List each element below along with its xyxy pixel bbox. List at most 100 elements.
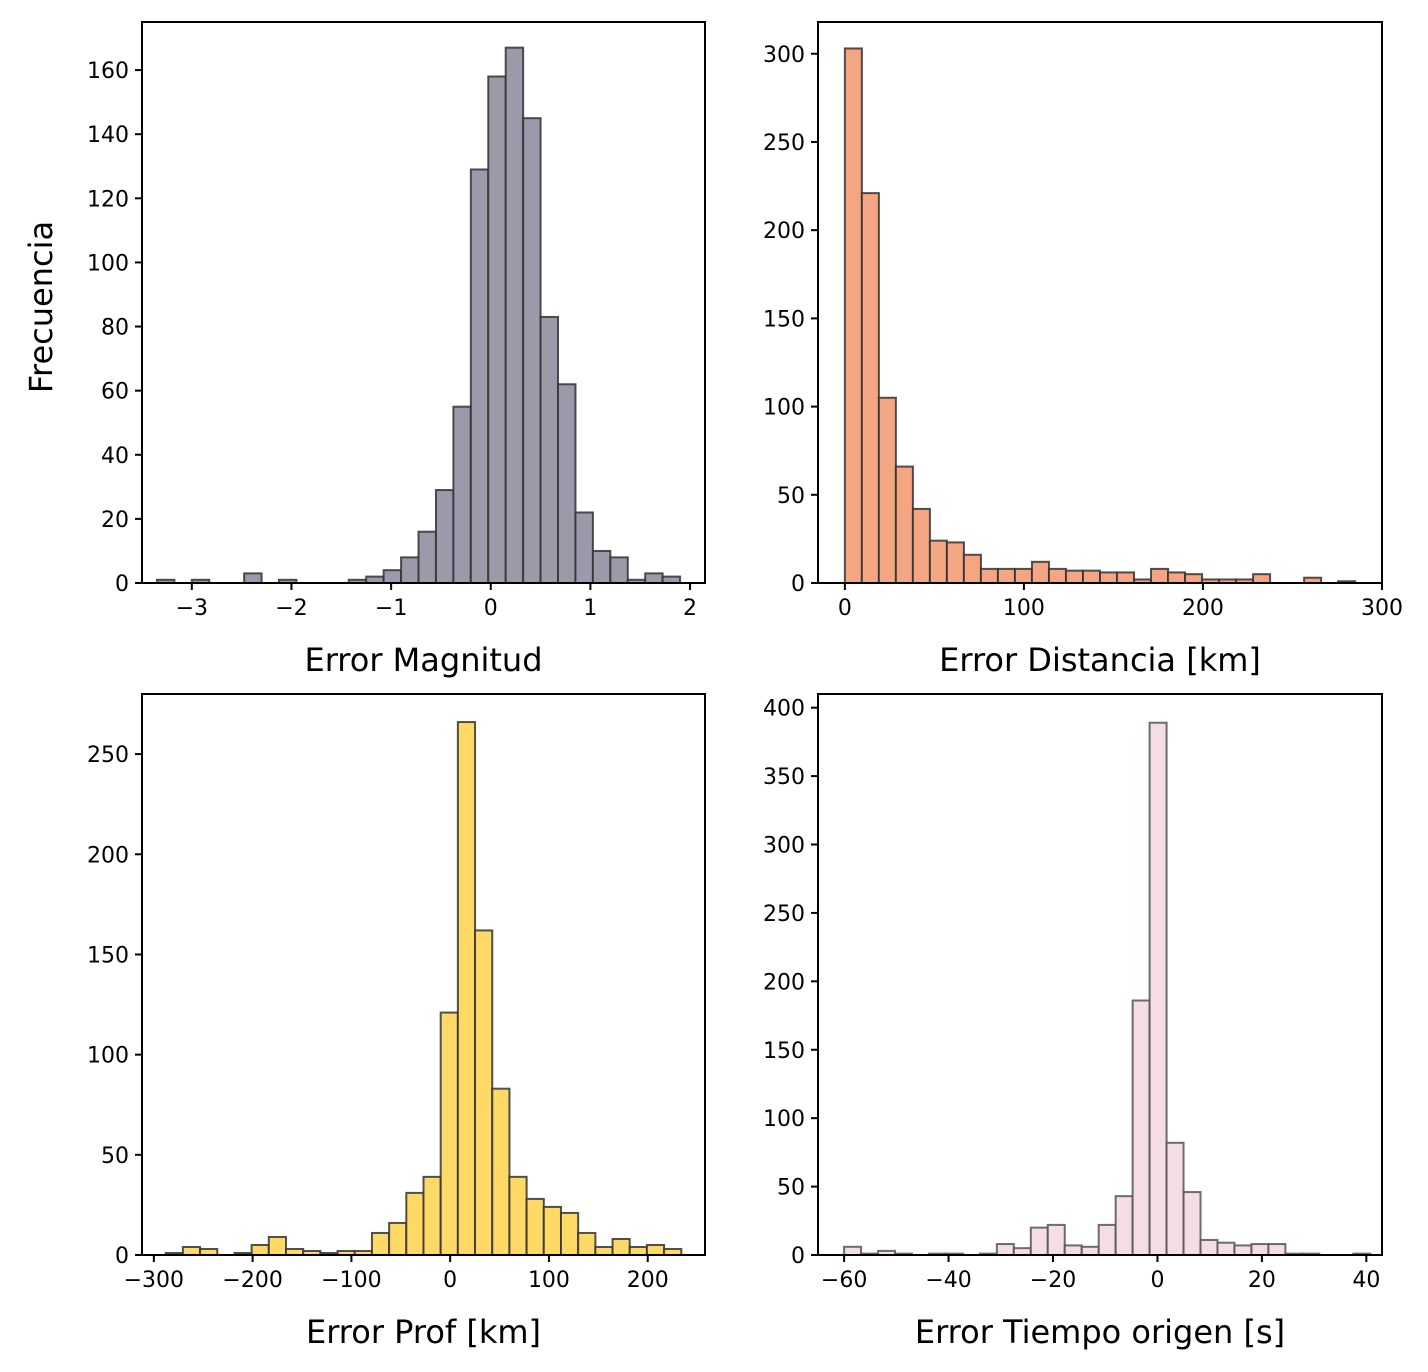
bar-distancia-6 — [945, 541, 965, 584]
xtick-label: −300 — [124, 1268, 184, 1293]
ytick-label: 60 — [101, 380, 129, 405]
xtick-label: 100 — [1003, 596, 1045, 621]
bar-tiempo-9 — [995, 1243, 1015, 1257]
xtick-label: 0 — [443, 1268, 457, 1293]
panel-tiempo: −60 −40 −20 0 20 40 050100150200250300350400 … — [763, 693, 1383, 1351]
bar-distancia-13 — [1064, 569, 1084, 585]
xticks-tiempo: −60 −40 −20 0 20 40 — [821, 1255, 1380, 1293]
xtick-label: 2 — [683, 596, 697, 621]
ytick-label: 0 — [791, 572, 805, 597]
xtick-label: −20 — [1030, 1268, 1076, 1293]
bar-prof-25 — [594, 1245, 614, 1256]
bar-prof-15 — [422, 1175, 442, 1256]
ytick-label: 50 — [777, 484, 805, 509]
bar-magnitud-24 — [574, 511, 594, 584]
bar-tiempo-22 — [1216, 1241, 1236, 1256]
xtick-label: 20 — [1248, 1268, 1276, 1293]
plot-frame-prof — [141, 693, 706, 1256]
bar-magnitud-13 — [382, 569, 403, 584]
bar-distancia-10 — [1013, 567, 1033, 585]
bar-distancia-19 — [1167, 571, 1187, 584]
xticks-prof: −300 −200 −100 0 100 200 — [124, 1255, 669, 1293]
bar-prof-24 — [577, 1231, 597, 1256]
xtick-label: 40 — [1352, 1268, 1380, 1293]
ytick-label: 100 — [763, 1107, 805, 1132]
bar-tiempo-25 — [1267, 1243, 1287, 1257]
xtick-label: 0 — [838, 596, 852, 621]
bar-prof-22 — [542, 1205, 562, 1257]
ytick-label: 40 — [101, 444, 129, 469]
bar-magnitud-26 — [609, 556, 629, 584]
ytick-label: 100 — [87, 1044, 129, 1069]
bar-magnitud-22 — [539, 315, 560, 584]
xtick-label: 100 — [528, 1268, 570, 1293]
xlabel-magnitud: Error Magnitud — [304, 641, 542, 679]
ytick-label: 150 — [87, 943, 129, 968]
ytick-label: 0 — [115, 1244, 129, 1269]
bar-prof-20 — [508, 1175, 528, 1256]
bar-tiempo-11 — [1029, 1226, 1049, 1257]
panel-distancia: 0 100 200 300 0 50 100 150 200 250 300 Error Dist… — [763, 21, 1403, 679]
bar-tiempo-14 — [1080, 1245, 1100, 1257]
yticks-prof: 0 50 100 150 200 250 — [87, 743, 142, 1269]
xtick-label: 0 — [1150, 1268, 1164, 1293]
bar-distancia-14 — [1081, 569, 1101, 585]
bar-magnitud-14 — [400, 556, 420, 584]
ytick-label: 250 — [763, 131, 805, 156]
ytick-label: 150 — [763, 1039, 805, 1064]
xtick-label: −100 — [321, 1268, 381, 1293]
bar-prof-1 — [181, 1245, 202, 1256]
xtick-label: 300 — [1361, 596, 1403, 621]
bar-magnitud-21 — [522, 117, 542, 584]
ytick-label: 300 — [763, 43, 805, 68]
bar-magnitud-5 — [243, 572, 263, 585]
bar-prof-28 — [645, 1243, 666, 1256]
xtick-label: −2 — [275, 596, 307, 621]
ytick-label: 250 — [87, 743, 129, 768]
bar-prof-18 — [474, 929, 494, 1256]
bar-tiempo-12 — [1046, 1223, 1066, 1257]
ytick-label: 150 — [763, 307, 805, 332]
bar-prof-13 — [388, 1221, 408, 1256]
xticks-distancia: 0 100 200 300 — [838, 583, 1403, 621]
xtick-label: 200 — [1182, 596, 1224, 621]
bar-distancia-16 — [1116, 571, 1136, 584]
ytick-label: 0 — [115, 572, 129, 597]
ytick-label: 140 — [87, 123, 129, 148]
bar-distancia-20 — [1184, 573, 1204, 584]
figure-ylabel: Frecuencia — [22, 221, 60, 393]
xtick-label: −40 — [925, 1268, 971, 1293]
bar-tiempo-15 — [1097, 1223, 1117, 1257]
bar-prof-27 — [628, 1245, 648, 1256]
ytick-label: 350 — [763, 765, 805, 790]
ytick-label: 100 — [763, 396, 805, 421]
bar-tiempo-24 — [1250, 1243, 1270, 1257]
bar-distancia-24 — [1252, 573, 1272, 584]
plot-frame-distancia — [817, 21, 1383, 584]
bar-magnitud-20 — [504, 46, 525, 584]
bars-tiempo — [843, 721, 1372, 1257]
bar-prof-14 — [405, 1191, 425, 1257]
xtick-label: 0 — [484, 596, 498, 621]
bar-prof-21 — [525, 1197, 545, 1257]
yticks-tiempo: 0 50 100 150 200 250 300 350 400 — [763, 697, 818, 1269]
bar-magnitud-16 — [434, 489, 455, 584]
bar-tiempo-13 — [1063, 1244, 1083, 1257]
ytick-label: 300 — [763, 834, 805, 859]
xtick-label: −1 — [375, 596, 407, 621]
bar-distancia-9 — [996, 567, 1016, 585]
bar-tiempo-18 — [1148, 721, 1168, 1256]
bar-distancia-1 — [860, 192, 880, 584]
ytick-label: 200 — [87, 843, 129, 868]
ytick-label: 20 — [101, 508, 129, 533]
bar-tiempo-23 — [1233, 1244, 1253, 1257]
bar-distancia-12 — [1047, 567, 1067, 585]
bar-prof-19 — [491, 1087, 511, 1256]
ytick-label: 50 — [101, 1144, 129, 1169]
xlabel-tiempo: Error Tiempo origen [s] — [915, 1313, 1285, 1351]
bar-prof-16 — [439, 1011, 459, 1256]
xtick-label: 1 — [583, 596, 597, 621]
bar-tiempo-19 — [1165, 1141, 1185, 1257]
ytick-label: 50 — [777, 1176, 805, 1201]
